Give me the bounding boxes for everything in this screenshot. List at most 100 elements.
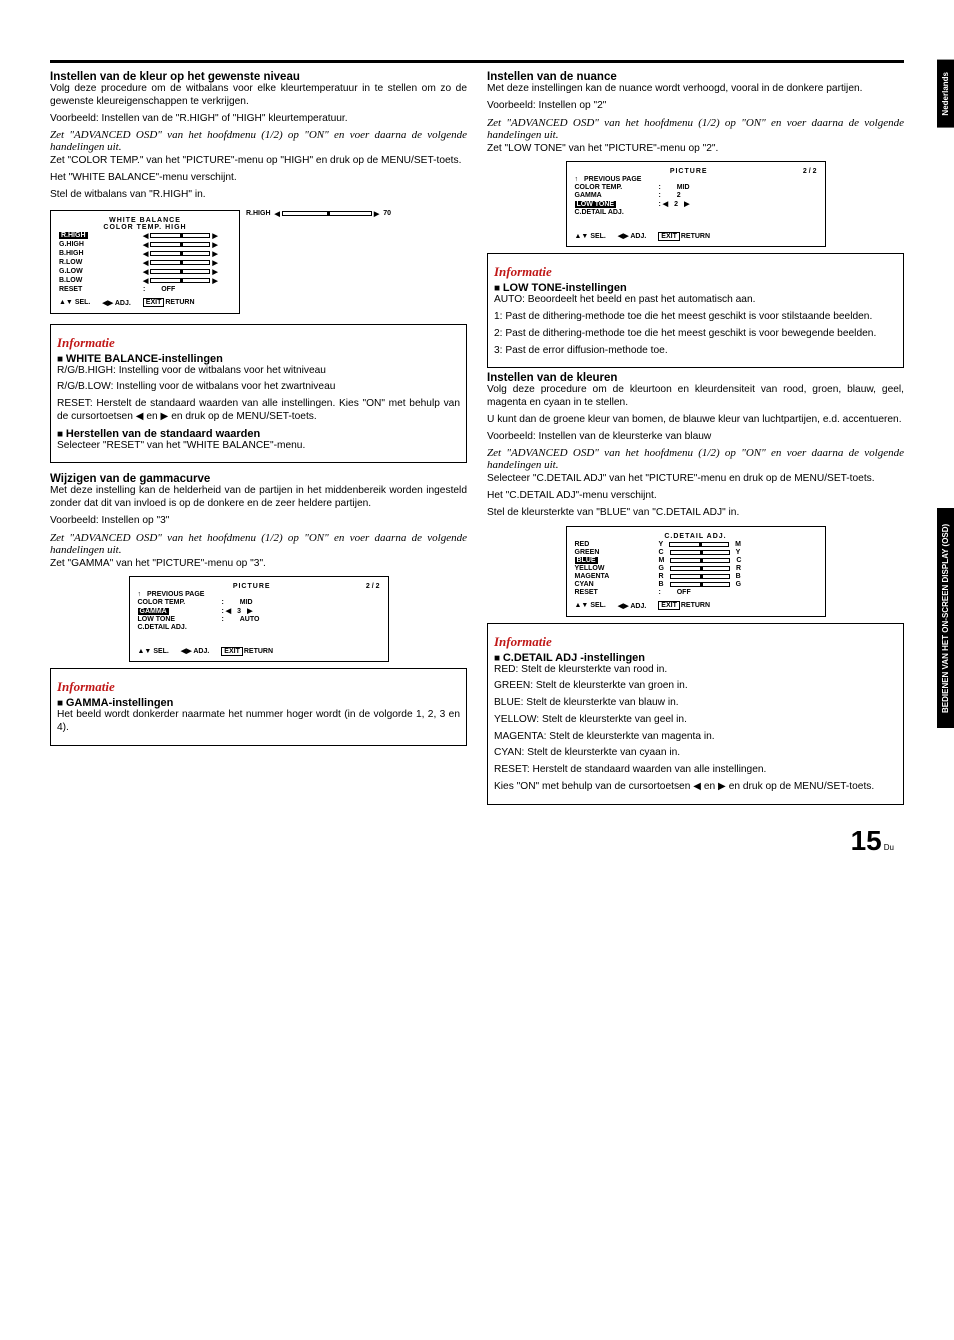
text: YELLOW: Stelt de kleursterkte van geel i…: [494, 714, 897, 727]
text: 3: Past de error diffusion-methode toe.: [494, 345, 897, 358]
text: Voorbeeld: Instellen op "3": [50, 515, 467, 528]
text: CYAN: Stelt de kleursterkte van cyaan in…: [494, 747, 897, 760]
text: Met deze instellingen kan de nuance word…: [487, 83, 904, 96]
osd-item: CYAN: [575, 581, 653, 588]
osd-item: MAGENTA: [575, 573, 653, 580]
osd-item: B.HIGH: [59, 250, 137, 257]
heading-gamma: Wijzigen van de gammacurve: [50, 473, 467, 485]
text: Stel de kleursterkte van "BLUE" van "C.D…: [487, 507, 904, 520]
text: Het "C.DETAIL ADJ"-menu verschijnt.: [487, 490, 904, 503]
info-box-cdetail: Informatie C.DETAIL ADJ -instellingen RE…: [487, 623, 904, 805]
text: Zet "LOW TONE" van het "PICTURE"-menu op…: [487, 143, 904, 156]
osd-letter: B: [659, 581, 664, 588]
osd-foot-adj: ADJ.: [115, 300, 131, 307]
osd-letter: M: [659, 557, 665, 564]
tab-section: BEDIENEN VAN HET ON-SCREEN DISPLAY (OSD): [937, 508, 954, 728]
osd-foot-return: RETURN: [165, 299, 194, 306]
osd-item: R.LOW: [59, 259, 137, 266]
osd-reset: RESET: [59, 286, 137, 293]
info-heading: Informatie: [494, 264, 897, 280]
osd-letter: B: [736, 573, 741, 580]
page-sub: Du: [884, 843, 894, 852]
osd-picture-gamma: PICTURE2 / 2 ↑ PREVIOUS PAGE COLOR TEMP.…: [129, 576, 389, 662]
text: MAGENTA: Stelt de kleursterkte van magen…: [494, 731, 897, 744]
osd-foot-adj: ADJ.: [193, 648, 209, 655]
osd-letter: C: [659, 549, 664, 556]
osd-item: C.DETAIL ADJ.: [575, 209, 653, 216]
text: Zet "ADVANCED OSD" van het hoofdmenu (1/…: [50, 532, 467, 556]
osd-foot-sel: SEL.: [153, 648, 169, 655]
osd-reset-value: OFF: [161, 286, 175, 293]
info-box-gamma: Informatie GAMMA-instellingen Het beeld …: [50, 668, 467, 746]
rhigh-indicator: R.HIGH ◀▶ 70: [246, 210, 391, 218]
text: R/G/B.HIGH: Instelling voor de witbalans…: [57, 365, 460, 378]
osd-picture-lowtone: PICTURE2 / 2 ↑ PREVIOUS PAGE COLOR TEMP.…: [566, 161, 826, 247]
osd-letter: M: [735, 541, 741, 548]
text: Zet "COLOR TEMP." van het "PICTURE"-menu…: [50, 155, 467, 168]
osd-letter: G: [736, 581, 741, 588]
osd-prev: PREVIOUS PAGE: [584, 176, 641, 183]
text: Kies "ON" met behulp van de cursortoetse…: [494, 781, 897, 794]
text: Zet "ADVANCED OSD" van het hoofdmenu (1/…: [487, 447, 904, 471]
osd-foot-sel: SEL.: [590, 233, 606, 240]
osd-foot-exit: EXIT: [658, 601, 680, 610]
osd-foot-sel: SEL.: [590, 602, 606, 609]
osd-foot-adj: ADJ.: [630, 603, 646, 610]
osd-value: MID: [240, 599, 253, 606]
text: Het beeld wordt donkerder naarmate het n…: [57, 709, 460, 735]
osd-prev: PREVIOUS PAGE: [147, 591, 204, 598]
osd-item: GAMMA: [575, 192, 653, 199]
info-heading: Informatie: [57, 679, 460, 695]
subheading-restore: Herstellen van de standaard waarden: [57, 428, 460, 440]
info-heading: Informatie: [57, 335, 460, 351]
text: Voorbeeld: Instellen van de "R.HIGH" of …: [50, 113, 467, 126]
subheading-lowtone: LOW TONE-instellingen: [494, 282, 897, 294]
osd-item-rhigh: R.HIGH: [59, 232, 88, 239]
text: AUTO: Beoordeelt het beeld en past het a…: [494, 294, 897, 307]
text: Voorbeeld: Instellen van de kleursterke …: [487, 431, 904, 444]
osd-foot-return: RETURN: [681, 602, 710, 609]
osd-value: AUTO: [240, 616, 260, 623]
osd-item: COLOR TEMP.: [138, 599, 216, 606]
osd-reset-value: OFF: [677, 589, 691, 596]
heading-colors: Instellen van de kleuren: [487, 372, 904, 384]
osd-title: PICTURE: [138, 583, 366, 590]
rhigh-label: R.HIGH: [246, 210, 271, 217]
osd-letter: R: [659, 573, 664, 580]
osd-title: C.DETAIL ADJ.: [575, 533, 817, 540]
osd-page: 2 / 2: [803, 168, 817, 175]
osd-item: COLOR TEMP.: [575, 184, 653, 191]
text: R/G/B.LOW: Instelling voor de witbalans …: [57, 381, 460, 394]
text: Voorbeeld: Instellen op "2": [487, 100, 904, 113]
osd-item: YELLOW: [575, 565, 653, 572]
heading-color-level: Instellen van de kleur op het gewenste n…: [50, 71, 467, 83]
osd-foot-exit: EXIT: [658, 232, 680, 241]
osd-title: WHITE BALANCE: [59, 217, 231, 224]
osd-letter: Y: [659, 541, 664, 548]
subheading-wb: WHITE BALANCE-instellingen: [57, 353, 460, 365]
text: BLUE: Stelt de kleursterkte van blauw in…: [494, 697, 897, 710]
osd-page: 2 / 2: [366, 583, 380, 590]
osd-foot-exit: EXIT: [221, 647, 243, 656]
tab-language: Nederlands: [937, 60, 954, 128]
osd-title: PICTURE: [575, 168, 803, 175]
osd-item: C.DETAIL ADJ.: [138, 624, 216, 631]
osd-value: 2: [674, 201, 678, 208]
text: Stel de witbalans van "R.HIGH" in.: [50, 189, 467, 202]
text: Selecteer "RESET" van het "WHITE BALANCE…: [57, 440, 460, 453]
text: Zet "ADVANCED OSD" van het hoofdmenu (1/…: [487, 117, 904, 141]
text: GREEN: Stelt de kleursterkte van groen i…: [494, 680, 897, 693]
osd-white-balance: WHITE BALANCE COLOR TEMP. HIGH R.HIGH◀▶ …: [50, 210, 240, 314]
osd-letter: C: [736, 557, 741, 564]
text: Volg deze procedure om de witbalans voor…: [50, 83, 467, 109]
osd-foot-adj: ADJ.: [630, 233, 646, 240]
text: 1: Past de dithering-methode toe die het…: [494, 311, 897, 324]
text: Het "WHITE BALANCE"-menu verschijnt.: [50, 172, 467, 185]
osd-item-blue: BLUE: [575, 557, 598, 564]
osd-cdetail: C.DETAIL ADJ. REDYM GREENCY BLUEMC YELLO…: [566, 526, 826, 617]
osd-item: B.LOW: [59, 277, 137, 284]
text: U kunt dan de groene kleur van bomen, de…: [487, 414, 904, 427]
osd-foot-sel: SEL.: [75, 299, 91, 306]
text: Selecteer "C.DETAIL ADJ" van het "PICTUR…: [487, 473, 904, 486]
osd-reset: RESET: [575, 589, 653, 596]
